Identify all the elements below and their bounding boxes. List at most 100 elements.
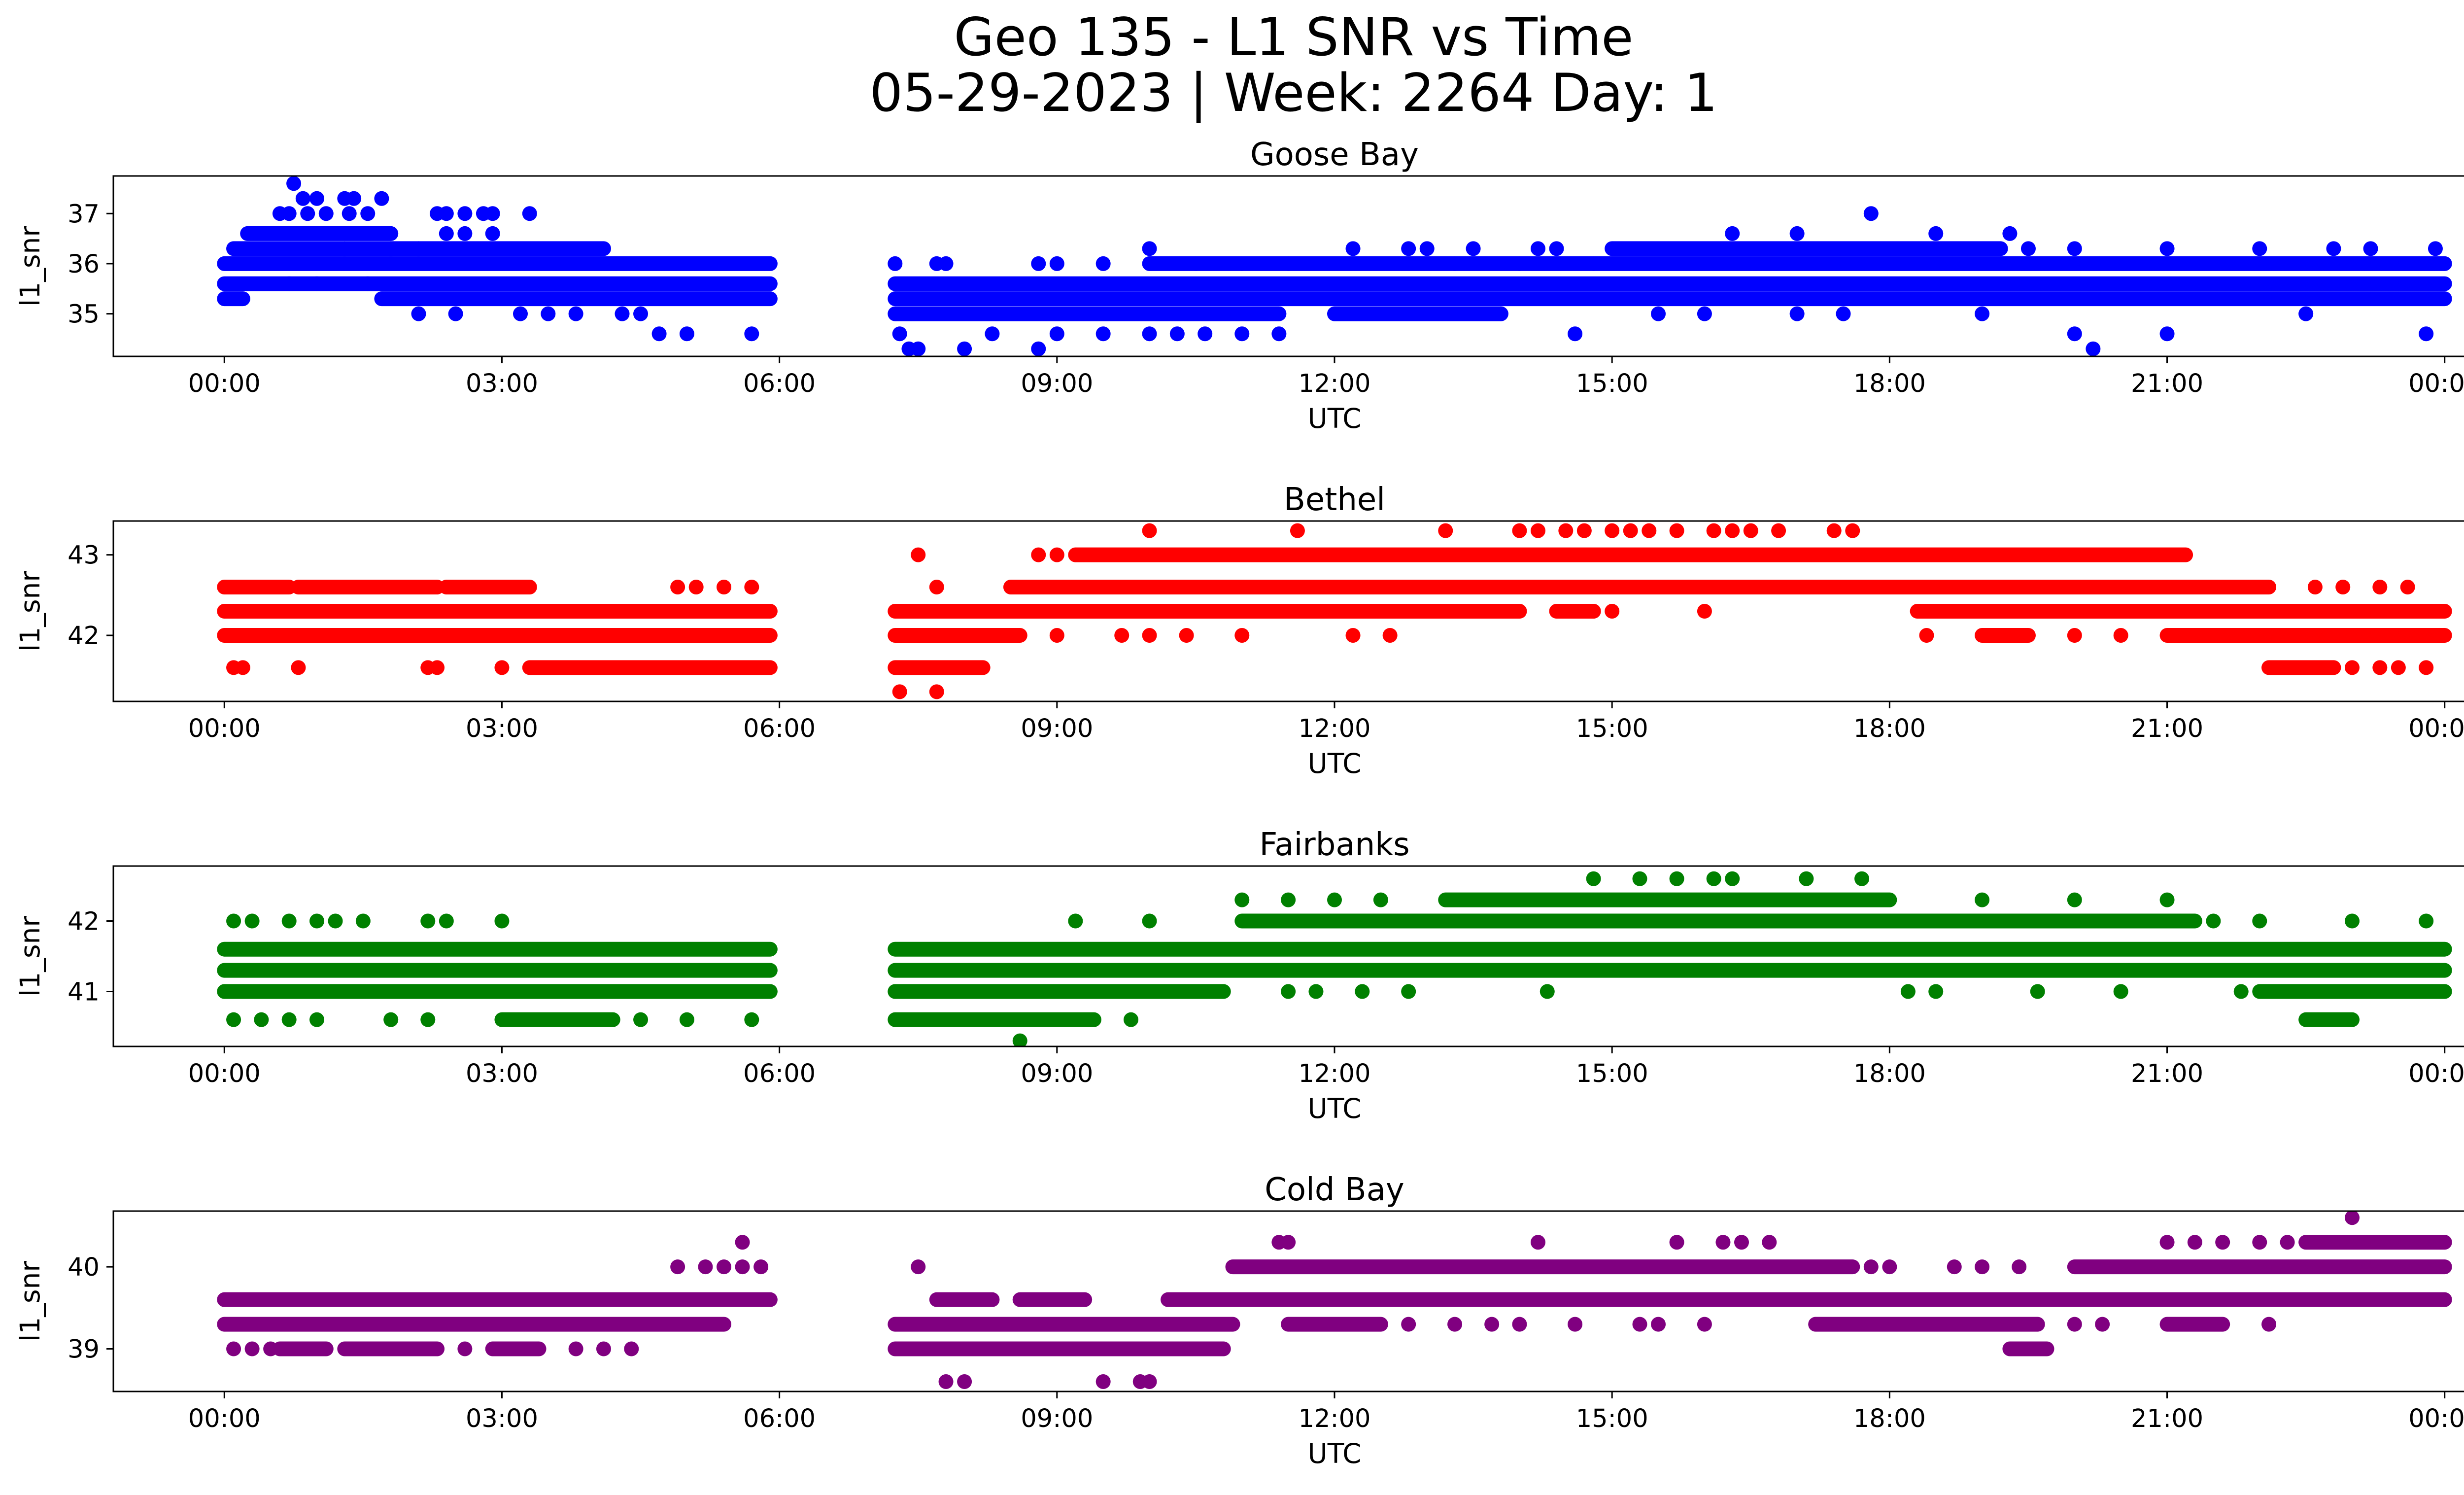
data-point (2261, 1317, 2277, 1332)
x-tick-label: 12:00 (1299, 1404, 1371, 1433)
data-point (651, 326, 667, 342)
subplot-fairbanks: Fairbanks 00:00 03:00 06:00 09:00 12:00 15:00 1… (14, 827, 2464, 1124)
data-point (568, 306, 583, 321)
data-band (1975, 628, 2036, 643)
data-point (568, 1341, 583, 1356)
data-point (1771, 523, 1786, 538)
data-point (744, 1012, 759, 1027)
data-point (1466, 241, 1481, 256)
x-tick-label: 12:00 (1299, 1059, 1371, 1088)
data-point (1531, 523, 1545, 538)
figure-title: Geo 135 - L1 SNR vs Time (954, 7, 1633, 68)
data-point (2419, 660, 2434, 675)
data-point (1632, 1317, 1647, 1332)
data-point (698, 1259, 713, 1275)
data-point (2067, 241, 2082, 256)
x-tick-label: 06:00 (743, 369, 816, 398)
data-band (1003, 579, 2277, 594)
data-point (1743, 523, 1758, 538)
x-tick-label: 00:00 (188, 1059, 261, 1088)
data-point (892, 326, 907, 342)
data-point (281, 1012, 297, 1027)
data-point (2067, 892, 2082, 907)
data-point (1142, 523, 1157, 538)
data-point (1697, 1317, 1712, 1332)
data-band (240, 226, 399, 241)
y-axis-label: l1_snr (14, 226, 46, 307)
data-point (1642, 523, 1657, 538)
y-axis-label: l1_snr (14, 916, 46, 997)
data-point (2419, 913, 2434, 929)
data-point (1651, 306, 1666, 321)
data-band (217, 628, 778, 643)
data-point (1095, 1374, 1111, 1390)
data-point (717, 1259, 731, 1275)
data-point (633, 306, 649, 321)
subplot-title: Cold Bay (1265, 1172, 1404, 1208)
data-point (2345, 1211, 2360, 1225)
data-point (1095, 256, 1111, 271)
data-point (1576, 523, 1592, 538)
data-point (226, 913, 241, 929)
data-point (522, 206, 537, 221)
data-point (1095, 326, 1111, 342)
x-tick-label: 21:00 (2131, 714, 2203, 743)
data-point (1919, 628, 1934, 643)
data-point (1632, 871, 1647, 886)
data-band (2298, 1235, 2452, 1250)
data-point (226, 1341, 241, 1356)
x-tick-label: 09:00 (1021, 1404, 1093, 1433)
data-band (522, 660, 778, 675)
data-point (1438, 523, 1453, 538)
data-point (1697, 306, 1712, 321)
data-point (291, 660, 306, 675)
x-tick-label: 18:00 (1853, 369, 1926, 398)
data-point (235, 660, 250, 675)
markers (217, 176, 2452, 356)
data-point (457, 206, 473, 221)
x-tick-label: 15:00 (1576, 1059, 1648, 1088)
x-tick-label: 15:00 (1576, 1404, 1648, 1433)
data-point (439, 226, 454, 241)
data-point (911, 1259, 926, 1275)
data-point (281, 206, 297, 221)
data-band (217, 941, 778, 957)
data-point (1900, 984, 1916, 999)
data-point (309, 1012, 324, 1027)
data-point (938, 256, 954, 271)
data-band (929, 1292, 1000, 1307)
y-tick-label: 40 (68, 1253, 100, 1282)
x-tick-label: 12:00 (1299, 714, 1371, 743)
data-point (1715, 1235, 1731, 1250)
data-band (888, 1317, 1240, 1332)
data-point (1799, 871, 1814, 886)
data-point (494, 913, 510, 929)
data-point (1725, 523, 1740, 538)
data-band (217, 984, 778, 999)
subplot-goose-bay: Goose Bay 00:00 03:00 06:00 09:00 12:00 15:00 1… (14, 137, 2464, 434)
data-point (1882, 1259, 1897, 1275)
data-point (911, 341, 926, 356)
data-point (1975, 1259, 1990, 1275)
data-point (929, 684, 944, 699)
data-band (1142, 256, 2452, 271)
x-axis-label: UTC (1307, 1438, 1361, 1469)
data-point (457, 1341, 473, 1356)
x-tick-label: 03:00 (466, 1059, 538, 1088)
x-tick-label: 09:00 (1021, 369, 1093, 398)
data-band (888, 604, 1527, 619)
data-point (2233, 984, 2249, 999)
data-band (217, 256, 778, 271)
data-point (2067, 1317, 2082, 1332)
data-point (892, 684, 907, 699)
data-point (226, 1012, 241, 1027)
data-point (1419, 241, 1435, 256)
x-tick-label: 00:00 (188, 1404, 261, 1433)
data-point (2113, 628, 2128, 643)
x-tick-label: 00:00 (2408, 1404, 2464, 1433)
data-point (1540, 984, 1555, 999)
x-tick-label: 15:00 (1576, 369, 1648, 398)
data-point (1586, 871, 1601, 886)
data-point (328, 913, 343, 929)
